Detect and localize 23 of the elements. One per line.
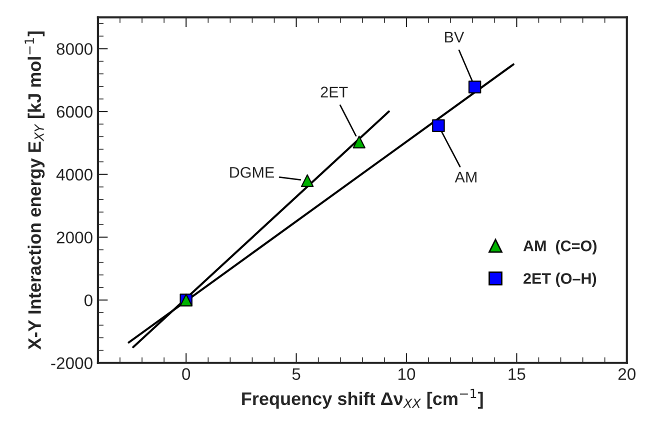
y-axis-title: X-Y Interaction energy E$_{XY}$ [kJ mol$^{−1}$] bbox=[24, 32, 45, 350]
y-tick-label: 4000 bbox=[56, 168, 92, 181]
x-tick-label: 10 bbox=[398, 368, 416, 380]
y-tick-label: -2000 bbox=[51, 357, 92, 370]
x-tick-label: 20 bbox=[618, 368, 636, 380]
x-tick-label: 15 bbox=[508, 368, 526, 380]
annotation: 2ET bbox=[320, 86, 348, 98]
y-tick-label: 0 bbox=[84, 294, 92, 306]
y-tick-label: 2000 bbox=[56, 232, 92, 244]
x-tick-label: 0 bbox=[182, 368, 190, 380]
point bbox=[352, 136, 366, 148]
y-tick-label: 8000 bbox=[56, 43, 92, 55]
point bbox=[468, 80, 482, 94]
annotation: AM bbox=[454, 172, 476, 182]
annotation: BV bbox=[445, 32, 464, 42]
legend-label: 2ET (O–H) bbox=[524, 272, 596, 287]
annotation: DGME bbox=[230, 166, 274, 178]
point bbox=[300, 174, 314, 188]
y-tick-label: 6000 bbox=[56, 106, 92, 118]
x-tick-label: 5 bbox=[292, 368, 300, 380]
legend-label: AM (C=O) bbox=[523, 240, 597, 254]
x-axis-title: Frequency shift Δν$_{XX}$ [cm$^{−1}$] bbox=[242, 388, 483, 409]
point bbox=[432, 119, 445, 132]
